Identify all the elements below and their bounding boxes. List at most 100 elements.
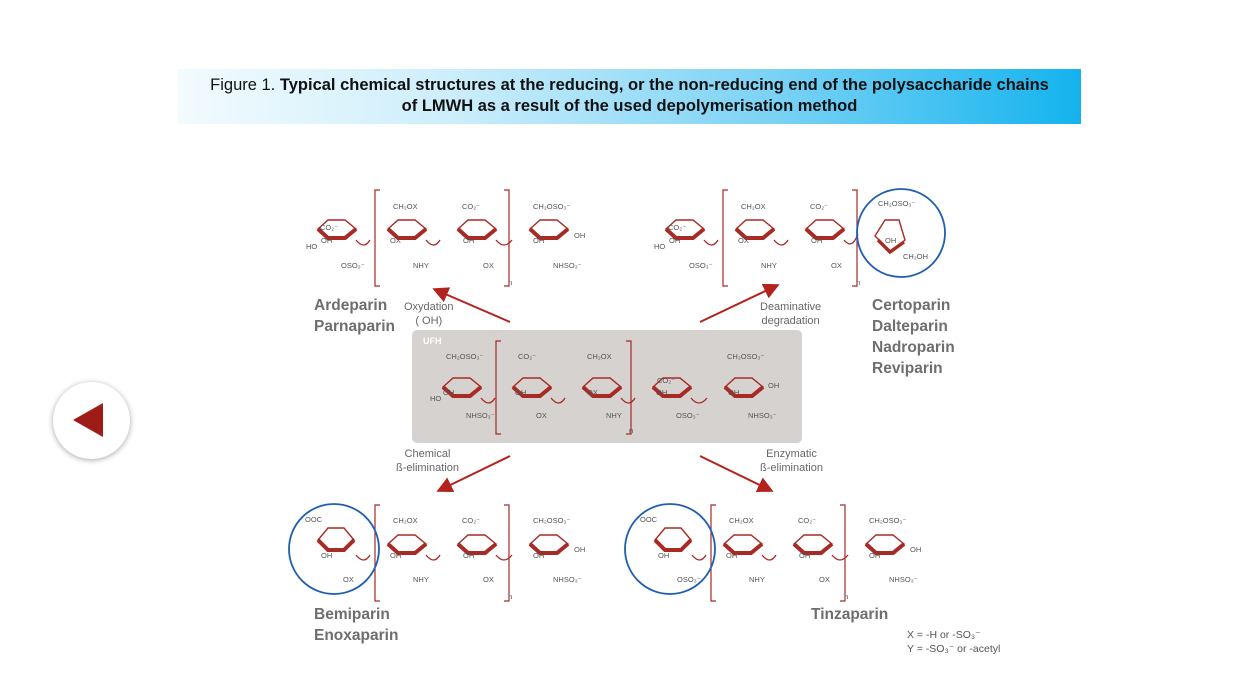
svg-text:CO₂⁻: CO₂⁻	[810, 202, 828, 211]
svg-text:CH₂OSO₃⁻: CH₂OSO₃⁻	[878, 199, 915, 208]
svg-text:CH₂OX: CH₂OX	[729, 516, 754, 525]
svg-text:OH: OH	[811, 236, 822, 245]
svg-text:OSO₃⁻: OSO₃⁻	[341, 261, 365, 270]
end-group-highlight-circle	[856, 188, 946, 278]
legend-y: Y = -SO₃⁻ or -acetyl	[907, 643, 1001, 655]
svg-text:CO₂⁻: CO₂⁻	[657, 376, 675, 385]
svg-text:OH: OH	[574, 545, 585, 554]
svg-text:OH: OH	[533, 551, 544, 560]
svg-text:OX: OX	[536, 411, 547, 420]
svg-text:OX: OX	[483, 575, 494, 584]
method-chemical: Chemical ß-elimination	[396, 447, 459, 475]
drug-certoparin: Certoparin	[872, 297, 951, 314]
svg-text:OH: OH	[463, 236, 474, 245]
drug-dalteparin: Dalteparin	[872, 318, 948, 335]
svg-text:NHSO₃⁻: NHSO₃⁻	[889, 575, 918, 584]
svg-text:OX: OX	[587, 388, 598, 397]
svg-text:OSO₃⁻: OSO₃⁻	[676, 411, 700, 420]
drug-reviparin: Reviparin	[872, 360, 943, 377]
method-enzymatic-line2: ß-elimination	[760, 462, 823, 474]
arrow-left-icon	[73, 403, 103, 437]
bottom-right-chain: OOC OH OSO₃⁻ CH₂OX CO₂⁻ CH₂OSO₃⁻ OH NHY OH OX O…	[624, 503, 921, 602]
method-deaminative-line2: degradation	[761, 315, 820, 327]
method-chemical-line1: Chemical	[404, 448, 451, 460]
svg-text:OH: OH	[321, 236, 332, 245]
arrow-to-oxidation-product	[432, 287, 511, 323]
svg-text:CO₂⁻: CO₂⁻	[518, 352, 536, 361]
legend: X = -H or -SO₃⁻ Y = -SO₃⁻ or -acetyl	[907, 628, 1000, 656]
svg-text:n: n	[629, 426, 633, 435]
svg-text:HO: HO	[306, 242, 317, 251]
svg-text:NHSO₃⁻: NHSO₃⁻	[748, 411, 777, 420]
svg-text:OH: OH	[443, 388, 454, 397]
drug-group-top-right: Certoparin Dalteparin Nadroparin Revipar…	[872, 295, 955, 379]
svg-text:OH: OH	[728, 388, 739, 397]
top-left-chain: CH₂OX CO₂⁻ CH₂OSO₃⁻ HO OH CO₂⁻ OSO₃⁻ OX NHY OH…	[306, 189, 585, 287]
ufh-label: UFH	[423, 336, 442, 346]
svg-text:OH: OH	[390, 551, 401, 560]
drug-nadroparin: Nadroparin	[872, 339, 955, 356]
svg-text:CH₂OSO₃⁻: CH₂OSO₃⁻	[533, 202, 570, 211]
svg-text:NHSO₃⁻: NHSO₃⁻	[466, 411, 495, 420]
method-chemical-line2: ß-elimination	[396, 462, 459, 474]
svg-text:OOC: OOC	[305, 515, 323, 524]
drug-ardeparin: Ardeparin	[314, 297, 388, 314]
drug-group-bottom-left: Bemiparin Enoxaparin	[314, 604, 398, 646]
svg-text:OH: OH	[574, 231, 585, 240]
svg-text:OX: OX	[738, 236, 749, 245]
top-right-chain: CH₂OX CO₂⁻ CH₂OSO₃⁻ HO OH CO₂⁻ OSO₃⁻ OX NHY OH…	[654, 188, 946, 287]
ufh-box	[412, 330, 802, 443]
svg-text:OH: OH	[463, 551, 474, 560]
drug-enoxaparin: Enoxaparin	[314, 627, 399, 644]
svg-text:OX: OX	[390, 236, 401, 245]
svg-text:CO₂⁻: CO₂⁻	[462, 516, 480, 525]
arrow-to-chemical-product	[436, 455, 511, 492]
figure-title-banner: Figure 1. Typical chemical structures at…	[178, 69, 1081, 124]
method-oxidation: Oxydation ( OH)	[404, 300, 454, 328]
title-text-1: Typical chemical structures at the reduc…	[279, 76, 1049, 94]
svg-text:OH: OH	[869, 551, 880, 560]
method-deaminative-line1: Deaminative	[760, 301, 822, 313]
svg-text:n: n	[508, 592, 512, 601]
bottom-left-chain: OOC OH OX CH₂OX CO₂⁻ CH₂OSO₃⁻ OH NHY OH OX OH NH…	[288, 503, 585, 602]
svg-text:OH: OH	[321, 551, 332, 560]
svg-text:CH₂OH: CH₂OH	[903, 252, 928, 261]
svg-text:n: n	[508, 278, 512, 287]
svg-text:OH: OH	[726, 551, 737, 560]
back-button[interactable]	[53, 382, 130, 459]
svg-text:CH₂OSO₃⁻: CH₂OSO₃⁻	[727, 352, 764, 361]
svg-text:CO₂⁻: CO₂⁻	[462, 202, 480, 211]
legend-x: X = -H or -SO₃⁻	[907, 629, 981, 641]
method-oxidation-line1: Oxydation	[404, 301, 454, 313]
svg-text:OX: OX	[819, 575, 830, 584]
drug-parnaparin: Parnaparin	[314, 318, 395, 335]
svg-text:OH: OH	[658, 551, 669, 560]
svg-text:CH₂OSO₃⁻: CH₂OSO₃⁻	[446, 352, 483, 361]
svg-text:NHY: NHY	[749, 575, 765, 584]
drug-bemiparin: Bemiparin	[314, 606, 390, 623]
title-line-1: Figure 1. Typical chemical structures at…	[178, 75, 1081, 96]
svg-text:CO₂⁻: CO₂⁻	[798, 516, 816, 525]
title-line-2: of LMWH as a result of the used depolyme…	[401, 97, 858, 115]
svg-text:OH: OH	[768, 381, 779, 390]
svg-text:NHY: NHY	[413, 261, 429, 270]
svg-text:CH₂OX: CH₂OX	[587, 352, 612, 361]
svg-text:OX: OX	[831, 261, 842, 270]
svg-text:OOC: OOC	[640, 515, 658, 524]
end-group-highlight-circle	[624, 503, 716, 595]
svg-text:n: n	[856, 278, 860, 287]
svg-text:NHSO₃⁻: NHSO₃⁻	[553, 261, 582, 270]
svg-text:NHSO₃⁻: NHSO₃⁻	[553, 575, 582, 584]
svg-text:OX: OX	[343, 575, 354, 584]
end-group-highlight-circle	[288, 503, 380, 595]
svg-text:OSO₃⁻: OSO₃⁻	[677, 575, 701, 584]
svg-text:CH₂OX: CH₂OX	[393, 516, 418, 525]
arrow-to-deamination-product	[699, 283, 780, 323]
svg-text:n: n	[844, 592, 848, 601]
method-oxidation-line2: ( OH)	[415, 315, 443, 327]
drug-group-top-left: Ardeparin Parnaparin	[314, 295, 395, 337]
svg-text:CH₂OSO₃⁻: CH₂OSO₃⁻	[869, 516, 906, 525]
svg-text:CH₂OSO₃⁻: CH₂OSO₃⁻	[533, 516, 570, 525]
